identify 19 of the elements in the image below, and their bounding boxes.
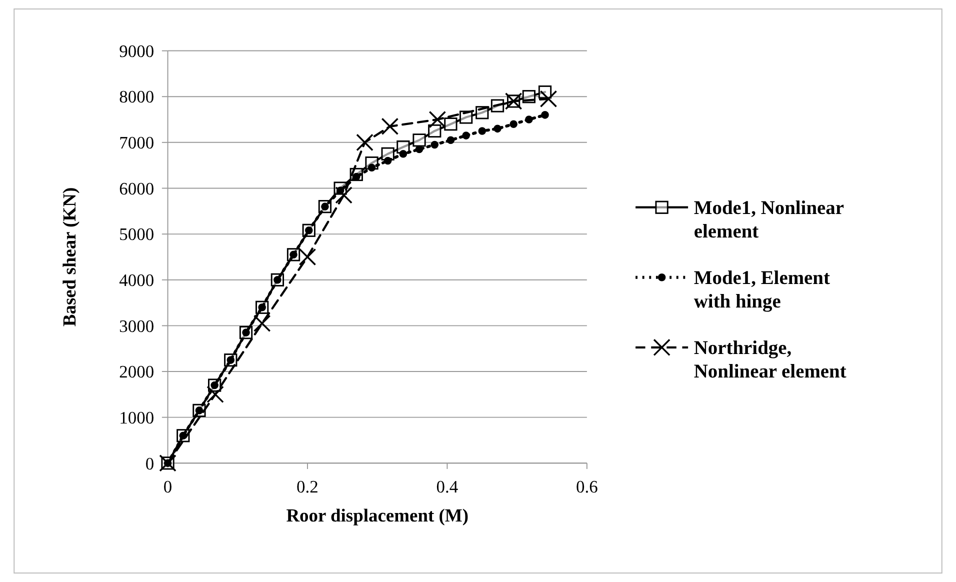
y-tick-label: 7000: [119, 132, 154, 153]
legend-label: Mode1, Nonlinear element: [694, 198, 844, 243]
y-tick-label: 3000: [119, 316, 154, 336]
y-tick-label: 0: [145, 453, 154, 474]
x-tick-label: 0.4: [436, 476, 458, 496]
y-tick-label: 1000: [119, 407, 154, 428]
legend-label: Mode1, Element with hinge: [694, 268, 830, 313]
x-axis-title: Roor displacement (M): [286, 505, 468, 526]
y-tick-label: 5000: [119, 224, 154, 244]
legend-label: Northridge, Nonlinear element: [694, 338, 847, 383]
x-tick-label: 0: [163, 476, 172, 496]
y-tick-label: 6000: [119, 178, 154, 198]
x-tick-label: 0.6: [576, 476, 598, 496]
x-tick-label: 0.2: [296, 476, 318, 496]
y-tick-label: 2000: [119, 362, 154, 382]
y-tick-label: 9000: [119, 40, 154, 61]
y-axis-title: Based shear (KN): [59, 187, 80, 327]
y-tick-label: 4000: [119, 270, 154, 290]
y-tick-label: 8000: [119, 86, 154, 107]
